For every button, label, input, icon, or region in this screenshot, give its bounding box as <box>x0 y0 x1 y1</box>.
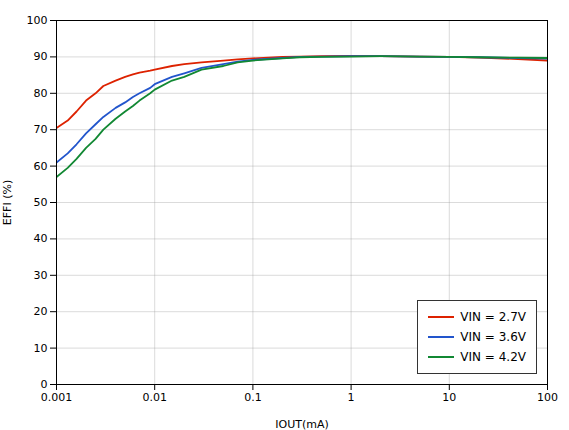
svg-text:70: 70 <box>34 123 48 136</box>
html-text:VIN = 3.6V: VIN = 3.6V <box>460 330 526 344</box>
svg-text:100: 100 <box>27 14 48 27</box>
svg-text:30: 30 <box>34 269 48 282</box>
svg-text:20: 20 <box>34 305 48 318</box>
svg-text:IOUT(mA): IOUT(mA) <box>275 418 329 430</box>
svg-text:90: 90 <box>34 50 48 63</box>
svg-text:50: 50 <box>34 196 48 209</box>
svg-text:40: 40 <box>34 232 48 245</box>
svg-text:0: 0 <box>41 378 48 391</box>
svg-text:10: 10 <box>442 391 456 404</box>
html-text:VIN = 2.7V: VIN = 2.7V <box>460 310 526 324</box>
svg-text:100: 100 <box>537 391 558 404</box>
svg-text:80: 80 <box>34 87 48 100</box>
svg-text:0.1: 0.1 <box>244 391 262 404</box>
svg-text:EFFI (%): EFFI (%) <box>1 180 14 225</box>
svg-text:0.01: 0.01 <box>142 391 167 404</box>
svg-text:10: 10 <box>34 342 48 355</box>
svg-text:1: 1 <box>348 391 355 404</box>
svg-text:60: 60 <box>34 160 48 173</box>
svg-text:0.001: 0.001 <box>41 391 73 404</box>
html-text:VIN = 4.2V: VIN = 4.2V <box>460 350 526 364</box>
